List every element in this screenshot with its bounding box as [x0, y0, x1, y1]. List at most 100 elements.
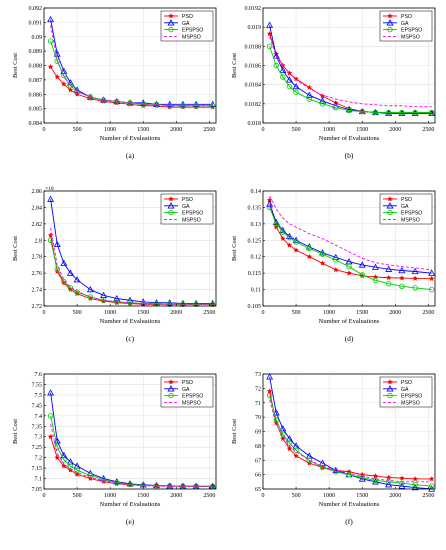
x-tick-label: 0: [262, 127, 265, 133]
plot-frame: [262, 190, 436, 307]
data-point-epspso: [61, 278, 67, 285]
y-tick-label: 2.8: [35, 238, 43, 244]
x-tick-label: 500: [292, 310, 301, 316]
y-tick-label: 0.092: [29, 6, 43, 12]
series-line-pso: [50, 235, 213, 305]
chart-e: 0 500 1000 1500 2000 2500 7.05 7.1 7.15 7.2 7.25 7.…: [12, 372, 217, 526]
data-point-epspso: [87, 94, 94, 100]
data-point-epspso: [428, 109, 435, 116]
series-line-mspso: [269, 399, 432, 483]
data-point-epspso: [100, 476, 107, 483]
y-tick-label: 73: [255, 372, 261, 378]
data-point-pso: [67, 86, 74, 93]
data-point-ga: [113, 294, 121, 302]
series-line-pso: [50, 436, 213, 487]
data-point-ga: [266, 21, 274, 28]
data-point-epspso: [266, 43, 273, 50]
data-point-ga: [385, 109, 393, 117]
data-point-pso: [306, 253, 313, 260]
data-point-epspso: [412, 285, 418, 291]
series-line-mspso: [50, 424, 213, 488]
data-point-epspso: [180, 103, 186, 109]
chart-d: 0 500 1000 1500 2000 2500 0.105 0.11 0.115 0.12 0.…: [231, 189, 436, 343]
data-point-ga: [272, 52, 280, 59]
x-tick-label: 0: [43, 127, 46, 133]
data-point-pso: [428, 475, 435, 482]
legend-marker-epspso: [168, 209, 174, 216]
x-tick-label: 2500: [422, 310, 434, 316]
x-tick-label: 2500: [422, 493, 434, 499]
y-tick-label: 2.86: [32, 189, 43, 195]
data-point-epspso: [399, 480, 405, 486]
data-point-pso: [47, 433, 54, 440]
data-point-pso: [60, 81, 67, 87]
data-point-ga: [266, 200, 274, 207]
data-point-pso: [47, 232, 54, 238]
y-tick-label: 0.105: [248, 304, 262, 310]
data-point-pso: [54, 454, 61, 461]
data-point-epspso: [209, 483, 216, 489]
data-point-epspso: [372, 109, 379, 116]
data-point-epspso: [280, 229, 286, 235]
data-point-epspso: [286, 83, 293, 90]
legend-label-epspso: EPSPSO: [182, 211, 203, 217]
data-point-pso: [286, 445, 293, 452]
data-point-epspso: [100, 97, 107, 103]
data-point-pso: [67, 467, 74, 473]
y-tick-label: 0.0188: [245, 44, 262, 50]
series-line-mspso: [269, 36, 432, 108]
y-tick-label: 0.018: [248, 121, 262, 127]
data-point-epspso: [412, 481, 418, 488]
data-point-ga: [47, 15, 55, 23]
data-point-epspso: [372, 277, 379, 284]
x-tick-label: 2500: [203, 127, 215, 133]
data-point-ga: [47, 195, 55, 202]
data-point-pso: [319, 260, 326, 266]
legend-marker-pso: [168, 12, 174, 19]
y-tick-label: 7.6: [35, 372, 43, 378]
data-point-epspso: [266, 392, 273, 399]
data-point-ga: [319, 97, 327, 104]
y-tick-label: 7.55: [32, 382, 43, 388]
x-axis-label: Number of Evaluations: [319, 135, 380, 142]
x-tick-label: 1500: [137, 127, 149, 133]
y-tick-label: 7.1: [35, 477, 43, 483]
legend-label-ga: GA: [182, 204, 190, 210]
data-point-ga: [73, 276, 81, 283]
y-axis-label: Best Cost: [231, 236, 238, 261]
data-point-pso: [293, 247, 299, 253]
legend-marker-pso: [387, 12, 393, 19]
data-point-ga: [152, 299, 160, 306]
y-tick-label: 0.087: [29, 78, 43, 84]
legend-label-pso: PSO: [182, 14, 193, 20]
y-tick-label: 66: [255, 473, 261, 479]
y-tick-label: 0.084: [29, 121, 43, 127]
y-tick-label: 0.11: [251, 288, 261, 294]
x-tick-label: 2500: [203, 310, 215, 316]
data-point-epspso: [385, 109, 392, 116]
data-point-pso: [293, 452, 299, 459]
y-tick-label: 68: [255, 444, 261, 450]
y-tick-label: 0.0192: [245, 6, 262, 12]
x-tick-label: 1000: [323, 493, 335, 499]
legend-marker-epspso: [387, 392, 393, 399]
legend-label-ga: GA: [401, 387, 409, 393]
x-tick-label: 1000: [104, 127, 116, 133]
data-point-ga: [411, 109, 419, 117]
y-tick-label: 0.0182: [245, 102, 262, 108]
legend-marker-epspso: [387, 26, 393, 33]
y-tick-label: 0.019: [248, 25, 262, 31]
y-axis-label: Best Cost: [12, 419, 19, 444]
y-tick-label: 67: [255, 458, 261, 464]
data-point-epspso: [54, 444, 60, 450]
y-tick-label: 0.14: [251, 189, 262, 195]
x-tick-label: 2500: [422, 127, 434, 133]
data-point-epspso: [293, 239, 299, 245]
data-point-ga: [358, 261, 366, 268]
data-point-ga: [428, 269, 436, 276]
x-tick-label: 500: [73, 493, 82, 499]
data-point-epspso: [47, 413, 54, 419]
